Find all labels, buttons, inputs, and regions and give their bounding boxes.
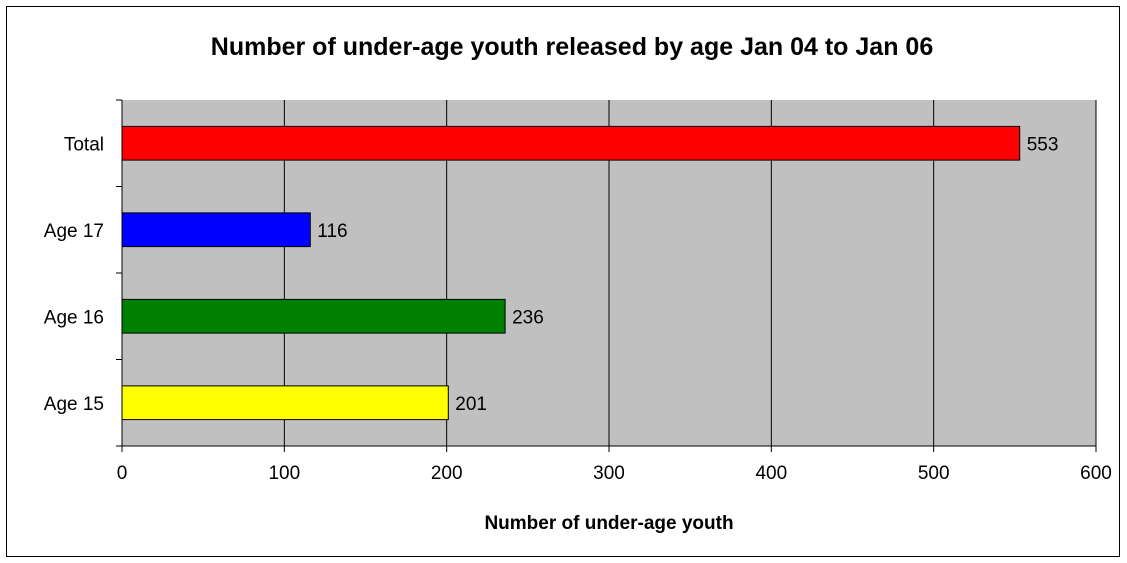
bar [121,298,506,334]
chart-title: Number of under-age youth released by ag… [211,33,933,61]
bars [121,125,1021,421]
y-axis: Total Age 17 Age 16 Age 15 [44,99,123,447]
x-tick-label: 600 [1080,463,1112,484]
bar-value-label: 553 [1027,134,1059,155]
x-tick-label: 500 [918,463,950,484]
value-labels: 553 116 236 201 [317,134,1058,415]
x-tick-label: 300 [593,463,625,484]
bar [121,385,449,421]
bar [121,212,311,248]
y-category-label: Total [64,134,104,155]
x-axis: 0 100 200 300 400 500 600 [117,445,1112,484]
x-tick-label: 200 [431,463,463,484]
x-tick-label: 0 [117,463,128,484]
y-category-label: Age 15 [44,394,104,415]
bar-value-label: 116 [317,221,347,242]
bar-value-label: 236 [512,307,544,328]
y-category-label: Age 17 [44,221,104,242]
bar-value-label: 201 [455,394,487,415]
x-tick-label: 400 [755,463,787,484]
y-category-label: Age 16 [44,307,104,328]
x-axis-title: Number of under-age youth [484,513,733,534]
x-tick-label: 100 [268,463,300,484]
bar [121,125,1021,161]
